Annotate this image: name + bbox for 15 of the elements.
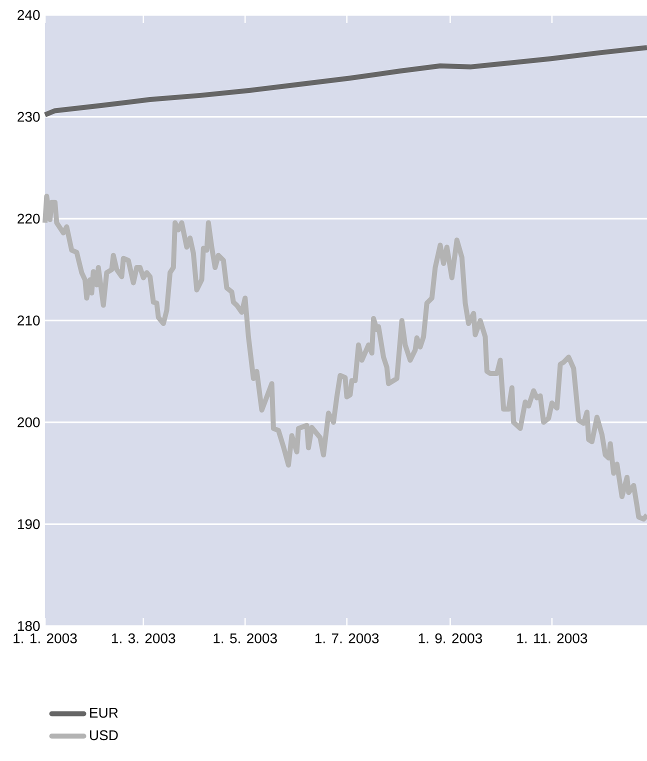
x-tick-label: 1. 9. 2003 <box>418 633 482 644</box>
x-tick-label: 1. 5. 2003 <box>214 633 277 644</box>
x-tick-label: 1. 7. 2003 <box>315 633 379 644</box>
y-tick-label: 190 <box>18 519 40 530</box>
y-tick-label: 200 <box>18 417 40 428</box>
legend-label: EUR <box>90 708 118 718</box>
legend-label: USD <box>90 730 118 740</box>
y-tick-label: 210 <box>18 316 40 326</box>
x-tick-label: 1. 1. 2003 <box>14 633 77 644</box>
x-tick-label: 1. 3. 2003 <box>112 633 176 644</box>
y-tick-label: 230 <box>18 112 40 122</box>
x-tick-label: 1. 11. 2003 <box>517 633 588 644</box>
y-tick-label: 240 <box>18 10 40 20</box>
y-tick-label: 180 <box>18 621 40 631</box>
y-tick-label: 220 <box>18 214 40 224</box>
